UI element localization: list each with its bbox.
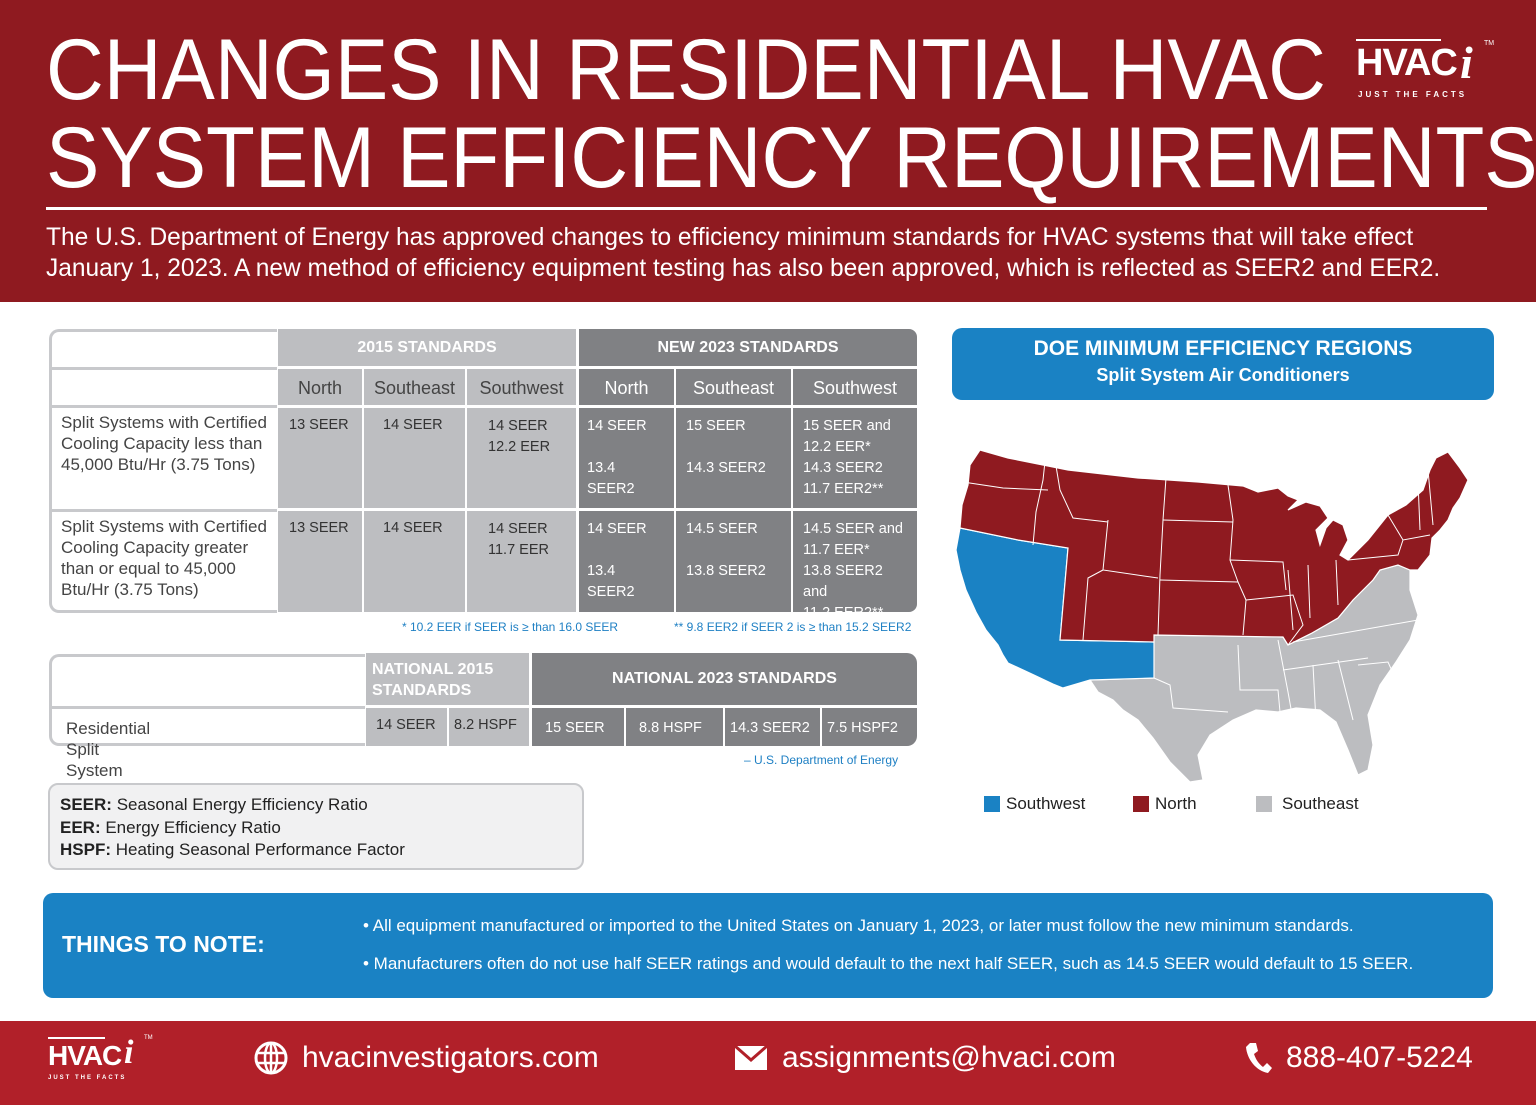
footer: HVAC i TM JUST THE FACTS hvacinvestigato… bbox=[0, 1021, 1536, 1105]
legend-north: North bbox=[1133, 794, 1197, 814]
group-header-2015: 2015 STANDARDS bbox=[278, 329, 576, 366]
footnote-eer: * 10.2 EER if SEER is ≥ than 16.0 SEER bbox=[402, 620, 619, 634]
globe-icon bbox=[254, 1041, 288, 1075]
col-2015-southwest: Southwest bbox=[467, 369, 576, 405]
col-2015-north: North bbox=[278, 369, 362, 405]
cell-r1-2015-southwest: 14 SEER 12.2 EER bbox=[467, 408, 576, 508]
glossary-box: SEER: Seasonal Energy Efficiency Ratio E… bbox=[48, 783, 584, 870]
hp-table-corner bbox=[49, 654, 365, 746]
email-link[interactable]: assignments@hvaci.com bbox=[734, 1041, 1116, 1075]
cell-r2-2023-southeast: 14.5 SEER 13.8 SEER2 bbox=[676, 511, 791, 612]
cell-r1-2015-north: 13 SEER bbox=[278, 408, 362, 508]
hp-2023-hspf: 8.8 HSPF bbox=[626, 708, 723, 746]
note-title: THINGS TO NOTE: bbox=[62, 931, 265, 957]
website-link[interactable]: hvacinvestigators.com bbox=[254, 1041, 599, 1075]
page-title: CHANGES IN RESIDENTIAL HVAC SYSTEM EFFIC… bbox=[46, 26, 1536, 202]
envelope-icon bbox=[734, 1044, 768, 1070]
hp-2023-hspf2: 7.5 HSPF2 bbox=[822, 708, 917, 746]
phone-icon bbox=[1246, 1043, 1272, 1073]
cell-r2-2023-north: 14 SEER 13.4 SEER2 bbox=[579, 511, 674, 612]
header-banner: CHANGES IN RESIDENTIAL HVAC SYSTEM EFFIC… bbox=[0, 0, 1536, 302]
title-divider bbox=[46, 207, 1487, 210]
note-item-2: • Manufacturers often do not use half SE… bbox=[363, 954, 1414, 973]
state-borders bbox=[962, 451, 1434, 723]
cell-r1-2023-north: 14 SEER 13.4 SEER2 bbox=[579, 408, 674, 508]
phone-link[interactable]: 888-407-5224 bbox=[1244, 1041, 1473, 1075]
hp-group-2023: NATIONAL 2023 STANDARDS bbox=[532, 653, 917, 705]
table-corner bbox=[49, 329, 277, 613]
cell-r1-2023-southwest: 15 SEER and 12.2 EER* 14.3 SEER2 11.7 EE… bbox=[793, 408, 917, 508]
glossary-seer: SEER: Seasonal Energy Efficiency Ratio bbox=[60, 795, 368, 814]
col-2023-north: North bbox=[579, 369, 674, 405]
col-2023-southwest: Southwest bbox=[793, 369, 917, 405]
things-to-note: THINGS TO NOTE: • All equipment manufact… bbox=[43, 893, 1493, 998]
glossary-eer: EER: Energy Efficiency Ratio bbox=[60, 817, 281, 837]
hp-2023-seer: 15 SEER bbox=[532, 708, 624, 746]
cell-r2-2023-southwest: 14.5 SEER and 11.7 EER* 13.8 SEER2 and 1… bbox=[793, 511, 917, 621]
group-header-2023: NEW 2023 STANDARDS bbox=[579, 329, 917, 366]
detective-i-icon: i bbox=[1460, 37, 1473, 88]
map-title: DOE MINIMUM EFFICIENCY REGIONS bbox=[1033, 337, 1413, 360]
hp-2023-seer2: 14.3 SEER2 bbox=[725, 708, 820, 746]
col-2015-southeast: Southeast bbox=[364, 369, 465, 405]
footnote-eer2: ** 9.8 EER2 if SEER 2 is ≥ than 15.2 SEE… bbox=[674, 620, 912, 634]
cell-r2-2015-southwest: 14 SEER 11.7 EER bbox=[467, 511, 576, 612]
intro-text: The U.S. Department of Energy has approv… bbox=[46, 223, 1441, 282]
southeast-swatch bbox=[1256, 796, 1272, 812]
cell-r1-2015-southeast: 14 SEER bbox=[364, 408, 465, 508]
row-label-over-45k: Split Systems with Certified Cooling Cap… bbox=[61, 517, 267, 599]
title-line-1: CHANGES IN RESIDENTIAL HVAC bbox=[46, 22, 1326, 118]
note-item-1: • All equipment manufactured or imported… bbox=[363, 916, 1354, 935]
glossary-hspf: HSPF: Heating Seasonal Performance Facto… bbox=[60, 840, 405, 859]
col-2023-southeast: Southeast bbox=[676, 369, 791, 405]
southwest-swatch bbox=[984, 796, 1000, 812]
row-label-under-45k: Split Systems with Certified Cooling Cap… bbox=[61, 413, 267, 474]
source-citation: – U.S. Department of Energy bbox=[744, 753, 899, 767]
hp-2015-seer: 14 SEER bbox=[366, 708, 447, 746]
footer-logo: HVAC i TM JUST THE FACTS bbox=[48, 1034, 153, 1081]
cell-r2-2015-north: 13 SEER bbox=[278, 511, 362, 612]
cell-r2-2015-southeast: 14 SEER bbox=[364, 511, 465, 612]
map-header: DOE MINIMUM EFFICIENCY REGIONS Split Sys… bbox=[952, 328, 1494, 400]
hp-2015-hspf: 8.2 HSPF bbox=[449, 708, 529, 746]
legend-southwest: Southwest bbox=[984, 794, 1085, 814]
title-line-2: SYSTEM EFFICIENCY REQUIREMENTS bbox=[46, 110, 1536, 206]
hp-group-2015: NATIONAL 2015 STANDARDS bbox=[366, 653, 529, 705]
us-region-map bbox=[955, 449, 1469, 783]
detective-i-icon: i bbox=[124, 1034, 134, 1071]
cell-r1-2023-southeast: 15 SEER 14.3 SEER2 bbox=[676, 408, 791, 508]
hvaci-logo: HVAC i TM JUST THE FACTS bbox=[1356, 37, 1495, 99]
legend-southeast: Southeast bbox=[1256, 794, 1359, 814]
map-subtitle: Split System Air Conditioners bbox=[1096, 365, 1350, 385]
north-swatch bbox=[1133, 796, 1149, 812]
